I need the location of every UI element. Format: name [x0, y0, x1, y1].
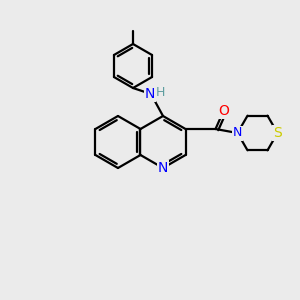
- Text: N: N: [158, 161, 168, 175]
- Text: N: N: [233, 127, 242, 140]
- Text: N: N: [145, 87, 155, 101]
- Text: S: S: [273, 126, 282, 140]
- Text: H: H: [155, 85, 165, 98]
- Text: O: O: [218, 104, 229, 118]
